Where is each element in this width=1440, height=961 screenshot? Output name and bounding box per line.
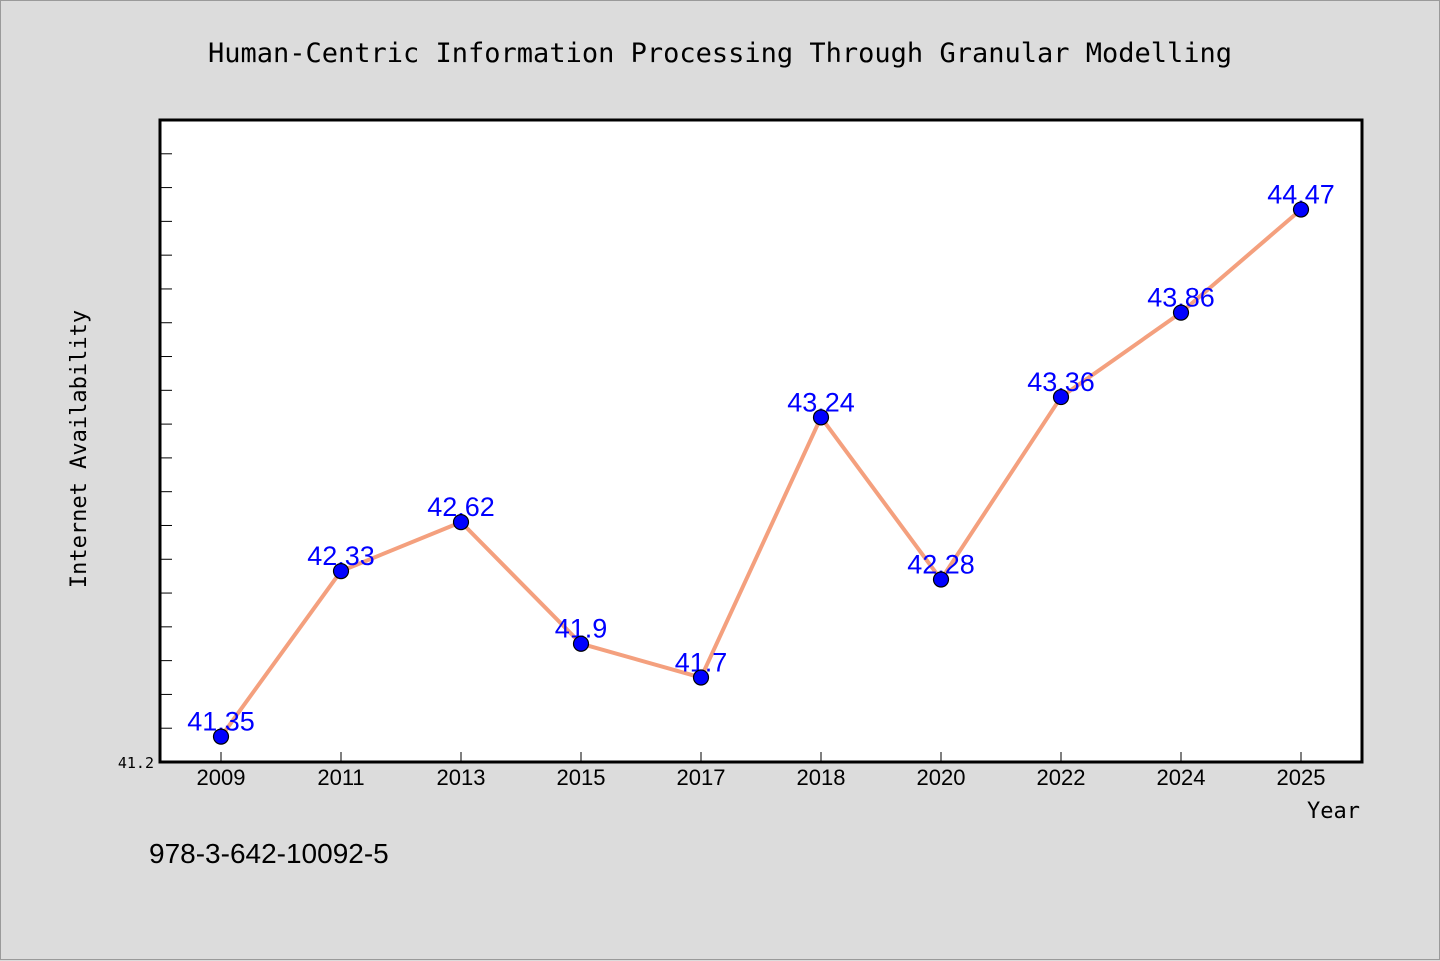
data-point xyxy=(212,728,230,745)
series-line-segment xyxy=(699,415,823,680)
y-minor-ticks xyxy=(160,153,172,729)
x-axis-label: Year xyxy=(1307,799,1360,824)
series-line-segment xyxy=(459,520,583,646)
x-tick-label: 2011 xyxy=(317,765,364,790)
data-point xyxy=(932,571,950,588)
chart-title: Human-Centric Information Processing Thr… xyxy=(208,38,1232,69)
data-point xyxy=(1052,388,1070,406)
data-point xyxy=(332,562,350,580)
data-point xyxy=(1172,304,1190,321)
x-tick-label: 2025 xyxy=(1277,765,1326,790)
x-tick-label: 2018 xyxy=(797,765,846,790)
x-tick-label: 2017 xyxy=(677,765,726,790)
x-tick-label: 2009 xyxy=(197,765,246,790)
series-line-segment xyxy=(219,569,343,739)
y-axis-label: Internet Availability xyxy=(67,310,92,588)
x-axis-tick-labels: 2009 2011 2013 2015 2017 2018 2020 2022 2024 2025 xyxy=(197,765,1326,790)
x-tick-label: 2022 xyxy=(1037,765,1086,790)
x-tick-label: 2013 xyxy=(437,765,486,790)
x-axis-ticks xyxy=(220,752,1302,762)
series-line-segment xyxy=(1179,207,1303,315)
data-point-markers xyxy=(212,201,1310,745)
data-point xyxy=(1292,201,1310,218)
data-point xyxy=(572,635,590,652)
plot-area xyxy=(158,118,1364,764)
data-point xyxy=(812,409,830,426)
data-point xyxy=(692,669,710,686)
series-line-group xyxy=(219,207,1303,739)
series-line-segment xyxy=(1059,310,1183,400)
series-line-segment xyxy=(819,415,943,582)
data-point xyxy=(452,513,470,531)
x-tick-label: 2024 xyxy=(1157,765,1206,790)
isbn-footer: 978-3-642-10092-5 xyxy=(149,838,389,869)
x-tick-label: 2020 xyxy=(917,765,966,790)
series-line-segment xyxy=(339,520,463,574)
series-line-segment xyxy=(579,641,703,680)
series-line-segment xyxy=(939,395,1063,582)
y-axis-min-label: 41.2 xyxy=(118,754,154,772)
x-tick-label: 2015 xyxy=(557,765,606,790)
